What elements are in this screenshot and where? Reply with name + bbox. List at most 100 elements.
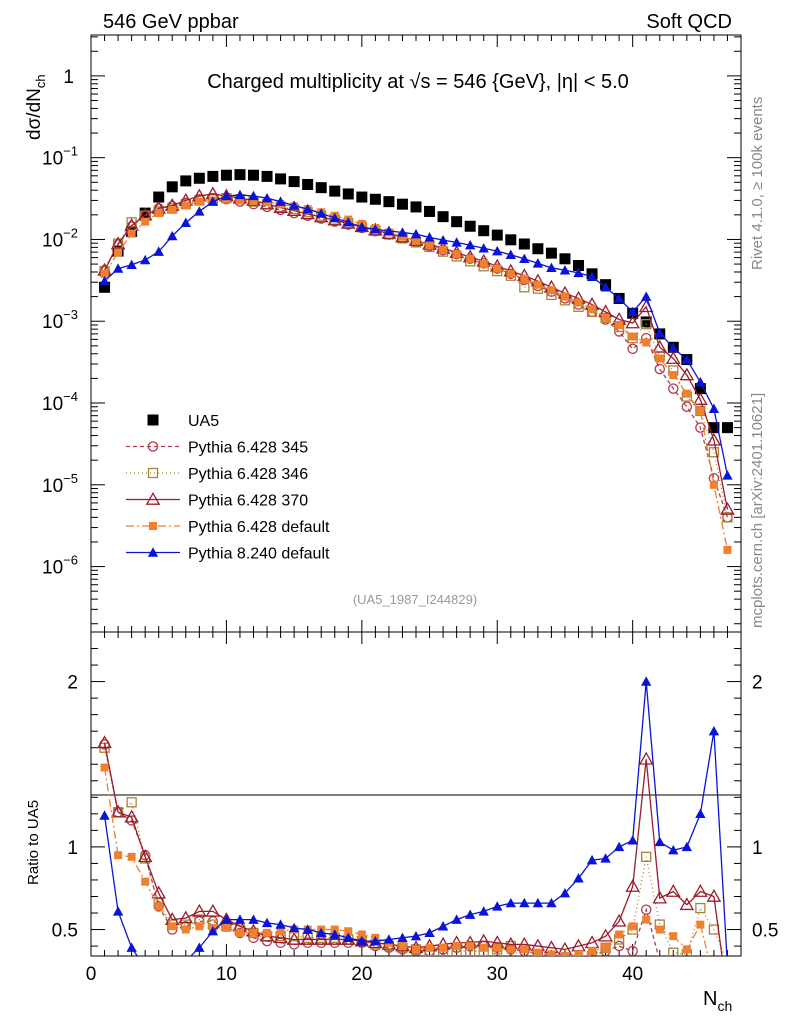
data-point xyxy=(410,228,422,239)
ratio-point xyxy=(546,897,557,908)
ratio-point xyxy=(613,841,625,852)
ratio-point xyxy=(97,735,112,749)
ratio-point xyxy=(625,879,640,892)
ratio-tick-label-right: 1 xyxy=(752,838,763,859)
data-point xyxy=(641,319,652,330)
data-point xyxy=(114,248,123,257)
x-axis-label: Nch xyxy=(703,988,732,1014)
ratio-point xyxy=(126,797,137,808)
ratio-point xyxy=(598,928,613,942)
data-point xyxy=(478,243,489,253)
ratio-point xyxy=(154,902,163,911)
data-point xyxy=(195,197,204,206)
ratio-point xyxy=(613,940,625,952)
data-point xyxy=(654,363,666,375)
legend-item-pythia-6-428-346: Pythia 6.428 346 xyxy=(126,466,308,483)
ratio-point xyxy=(628,922,637,931)
ratio-point xyxy=(615,930,624,939)
data-point xyxy=(479,260,488,269)
ratio-tick-label-right: 0.5 xyxy=(752,921,778,942)
data-point xyxy=(397,227,408,237)
ratio-point xyxy=(424,927,435,938)
ratio-point xyxy=(532,897,544,908)
ratio-point xyxy=(600,853,611,863)
data-point xyxy=(627,343,638,355)
side-label-bottom: mcplots.cern.ch [arXiv:2401.10621] xyxy=(749,393,766,628)
ratio-point xyxy=(627,945,638,956)
data-point xyxy=(234,189,246,200)
ratio-point xyxy=(154,971,164,980)
data-point xyxy=(451,237,462,247)
chart-title: Charged multiplicity at √s = 546 {GeV}, … xyxy=(207,71,629,93)
data-point xyxy=(207,196,219,206)
ratio-point xyxy=(709,958,718,967)
data-point xyxy=(588,305,597,314)
ratio-point xyxy=(137,849,153,863)
ratio-point xyxy=(302,924,313,934)
ratio-point xyxy=(221,914,232,924)
data-point xyxy=(532,243,544,255)
ratio-point xyxy=(520,958,529,967)
ratio-point xyxy=(573,873,584,883)
chart-title-sqrt: √s xyxy=(410,71,431,93)
data-point xyxy=(532,258,544,268)
ratio-point xyxy=(559,955,571,956)
ratio-point xyxy=(167,966,177,975)
data-point xyxy=(722,470,733,480)
data-point xyxy=(708,422,720,434)
ratio-pythia-6-428-default xyxy=(100,763,718,983)
legend-item-ua5: UA5 xyxy=(147,413,219,430)
data-point xyxy=(640,316,652,328)
header-left: 546 GeV ppbar xyxy=(103,11,239,33)
ratio-point xyxy=(584,935,600,949)
data-point xyxy=(723,545,732,554)
ratio-point xyxy=(275,919,286,929)
ratio-series-group xyxy=(97,676,728,983)
data-point xyxy=(141,217,150,226)
ratio-point xyxy=(547,950,556,956)
ratio-point xyxy=(261,917,273,928)
ratio-point xyxy=(710,975,718,983)
ratio-point xyxy=(601,943,610,952)
ratio-point xyxy=(151,885,167,899)
data-point xyxy=(437,211,449,223)
x-tick-label: 10 xyxy=(216,964,237,985)
y-axis-label: dσ/dNch xyxy=(24,74,48,140)
ratio-point xyxy=(313,931,329,945)
ratio-point xyxy=(696,958,705,967)
y-axis-label-sub: ch xyxy=(33,74,48,88)
legend-marker xyxy=(147,467,159,479)
data-point xyxy=(180,175,192,187)
data-point xyxy=(139,207,151,219)
data-point xyxy=(586,271,598,281)
ratio-point xyxy=(682,958,691,967)
data-point xyxy=(600,312,611,323)
data-point xyxy=(329,212,340,223)
ratio-point xyxy=(141,877,150,886)
data-point xyxy=(506,269,515,278)
y-tick-label: 10−5 xyxy=(42,471,78,497)
data-point xyxy=(641,291,652,301)
data-point xyxy=(370,224,381,234)
data-point xyxy=(194,206,205,216)
data-point xyxy=(275,196,286,206)
y-tick-label: 10−3 xyxy=(42,307,78,333)
data-point xyxy=(221,190,232,201)
ratio-point xyxy=(126,815,137,826)
data-point xyxy=(100,269,109,278)
ratio-point xyxy=(205,903,221,917)
ratio-point xyxy=(586,854,598,865)
ratio-point xyxy=(288,922,300,933)
ratio-point xyxy=(665,884,681,897)
ratio-point xyxy=(452,942,461,951)
legend-label: UA5 xyxy=(188,413,219,430)
data-point xyxy=(681,401,693,413)
ratio-point xyxy=(437,921,449,931)
data-point xyxy=(181,201,190,210)
ratio-point xyxy=(641,851,652,862)
data-point xyxy=(383,196,395,208)
data-point xyxy=(261,192,273,203)
ratio-axis-label: Ratio to UA5 xyxy=(25,800,42,885)
ratio-point xyxy=(126,942,137,952)
data-point xyxy=(452,250,461,259)
